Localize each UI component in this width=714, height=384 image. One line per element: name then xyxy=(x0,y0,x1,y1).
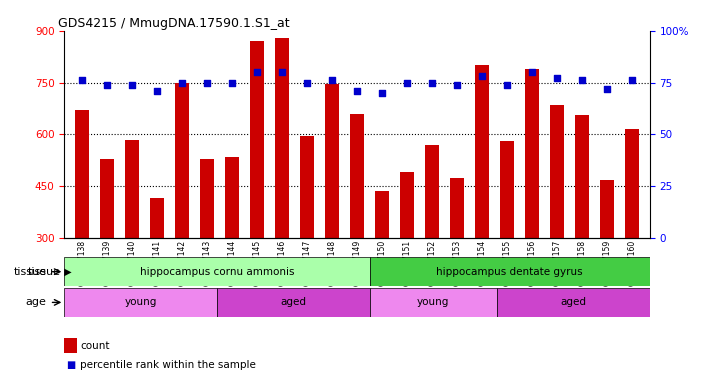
Bar xyxy=(600,180,614,238)
Point xyxy=(601,86,613,92)
Point xyxy=(101,81,113,88)
Point xyxy=(201,79,213,86)
Point xyxy=(76,78,88,84)
Point xyxy=(301,79,313,86)
Bar xyxy=(225,157,238,238)
Bar xyxy=(150,198,164,238)
Point xyxy=(476,73,488,79)
Point xyxy=(451,81,463,88)
Bar xyxy=(370,288,497,317)
Point xyxy=(426,79,438,86)
Point xyxy=(126,81,138,88)
Bar xyxy=(370,257,650,286)
Bar xyxy=(100,159,114,238)
Bar xyxy=(375,191,389,238)
Text: young: young xyxy=(124,297,157,308)
Point xyxy=(401,79,413,86)
Bar xyxy=(451,177,464,238)
Bar xyxy=(217,288,370,317)
Text: ■: ■ xyxy=(66,360,75,370)
Text: ▶: ▶ xyxy=(61,266,71,277)
Bar xyxy=(175,83,188,238)
Bar xyxy=(125,139,139,238)
Bar xyxy=(64,257,370,286)
Text: young: young xyxy=(417,297,450,308)
Point xyxy=(551,75,563,81)
Bar xyxy=(200,159,213,238)
Bar xyxy=(275,38,289,238)
Bar xyxy=(497,288,650,317)
Bar xyxy=(300,136,314,238)
Point xyxy=(151,88,163,94)
Point xyxy=(276,69,288,75)
Bar xyxy=(501,141,514,238)
Bar xyxy=(250,41,263,238)
Text: count: count xyxy=(80,341,109,351)
Point xyxy=(576,78,588,84)
Bar xyxy=(526,69,539,238)
Bar xyxy=(575,115,589,238)
Text: GDS4215 / MmugDNA.17590.1.S1_at: GDS4215 / MmugDNA.17590.1.S1_at xyxy=(59,17,290,30)
Text: hippocampus dentate gyrus: hippocampus dentate gyrus xyxy=(436,266,583,277)
Bar xyxy=(476,65,489,238)
Bar xyxy=(400,172,414,238)
Point xyxy=(501,81,513,88)
Text: tissue: tissue xyxy=(28,266,61,277)
Text: hippocampus cornu ammonis: hippocampus cornu ammonis xyxy=(140,266,294,277)
Bar xyxy=(325,84,339,238)
Point xyxy=(326,78,338,84)
Point xyxy=(251,69,263,75)
Bar xyxy=(550,105,564,238)
Bar xyxy=(350,114,364,238)
Bar xyxy=(625,129,639,238)
Point xyxy=(176,79,188,86)
Bar xyxy=(64,288,217,317)
Point xyxy=(526,69,538,75)
Point xyxy=(376,90,388,96)
Text: percentile rank within the sample: percentile rank within the sample xyxy=(80,360,256,370)
Text: aged: aged xyxy=(560,297,586,308)
Bar xyxy=(425,145,439,238)
Point xyxy=(226,79,238,86)
Point xyxy=(626,78,638,84)
Point xyxy=(351,88,363,94)
Text: aged: aged xyxy=(281,297,306,308)
Bar xyxy=(75,110,89,238)
Text: age: age xyxy=(26,297,46,308)
Text: tissue: tissue xyxy=(14,266,46,277)
